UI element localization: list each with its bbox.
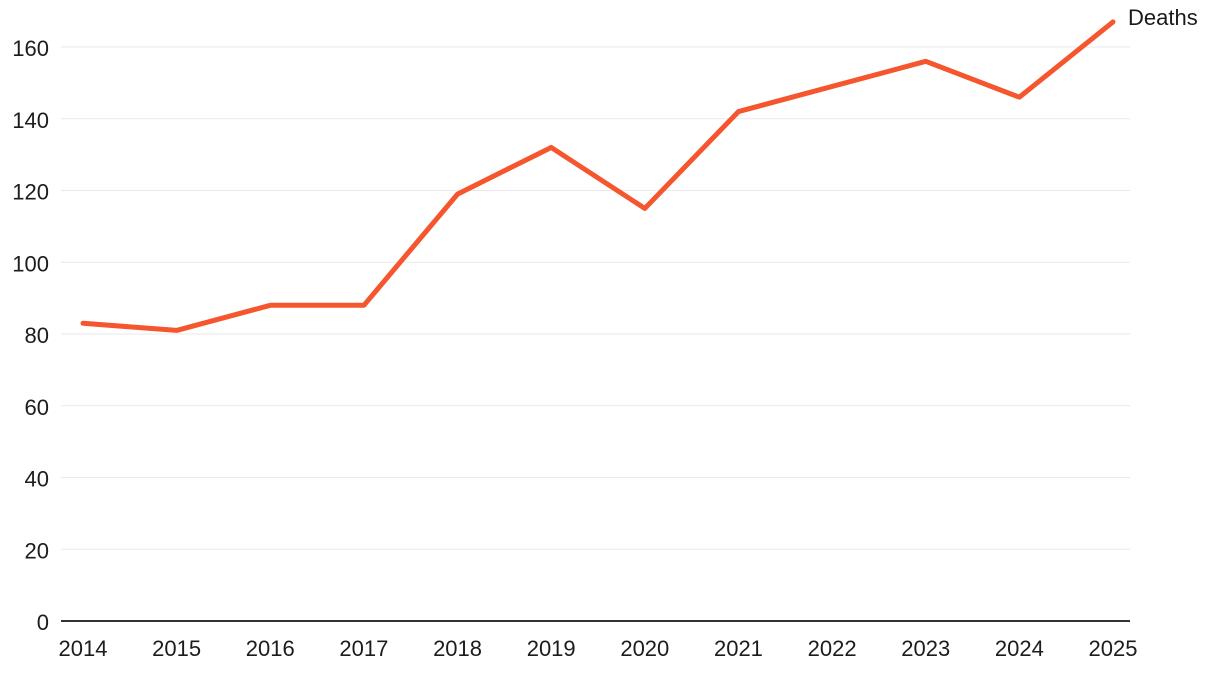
x-tick-label: 2024 (995, 636, 1044, 661)
y-tick-label: 40 (25, 467, 49, 492)
x-tick-label: 2021 (714, 636, 763, 661)
series-end-label: Deaths (1128, 5, 1198, 30)
y-tick-label: 20 (25, 538, 49, 563)
x-tick-label: 2018 (433, 636, 482, 661)
x-tick-label: 2022 (808, 636, 857, 661)
y-tick-label: 120 (12, 180, 49, 205)
x-tick-label: 2017 (339, 636, 388, 661)
data-line-deaths (80, 19, 1116, 333)
y-tick-label: 140 (12, 108, 49, 133)
x-tick-label: 2016 (246, 636, 295, 661)
x-tick-label: 2025 (1089, 636, 1138, 661)
x-tick-label: 2023 (901, 636, 950, 661)
x-tick-label: 2020 (620, 636, 669, 661)
x-tick-label: 2014 (59, 636, 108, 661)
y-tick-label: 160 (12, 36, 49, 61)
y-tick-label: 0 (37, 610, 49, 635)
x-tick-label: 2015 (152, 636, 201, 661)
y-tick-label: 60 (25, 395, 49, 420)
y-tick-label: 100 (12, 251, 49, 276)
x-tick-label: 2019 (527, 636, 576, 661)
y-tick-label: 80 (25, 323, 49, 348)
